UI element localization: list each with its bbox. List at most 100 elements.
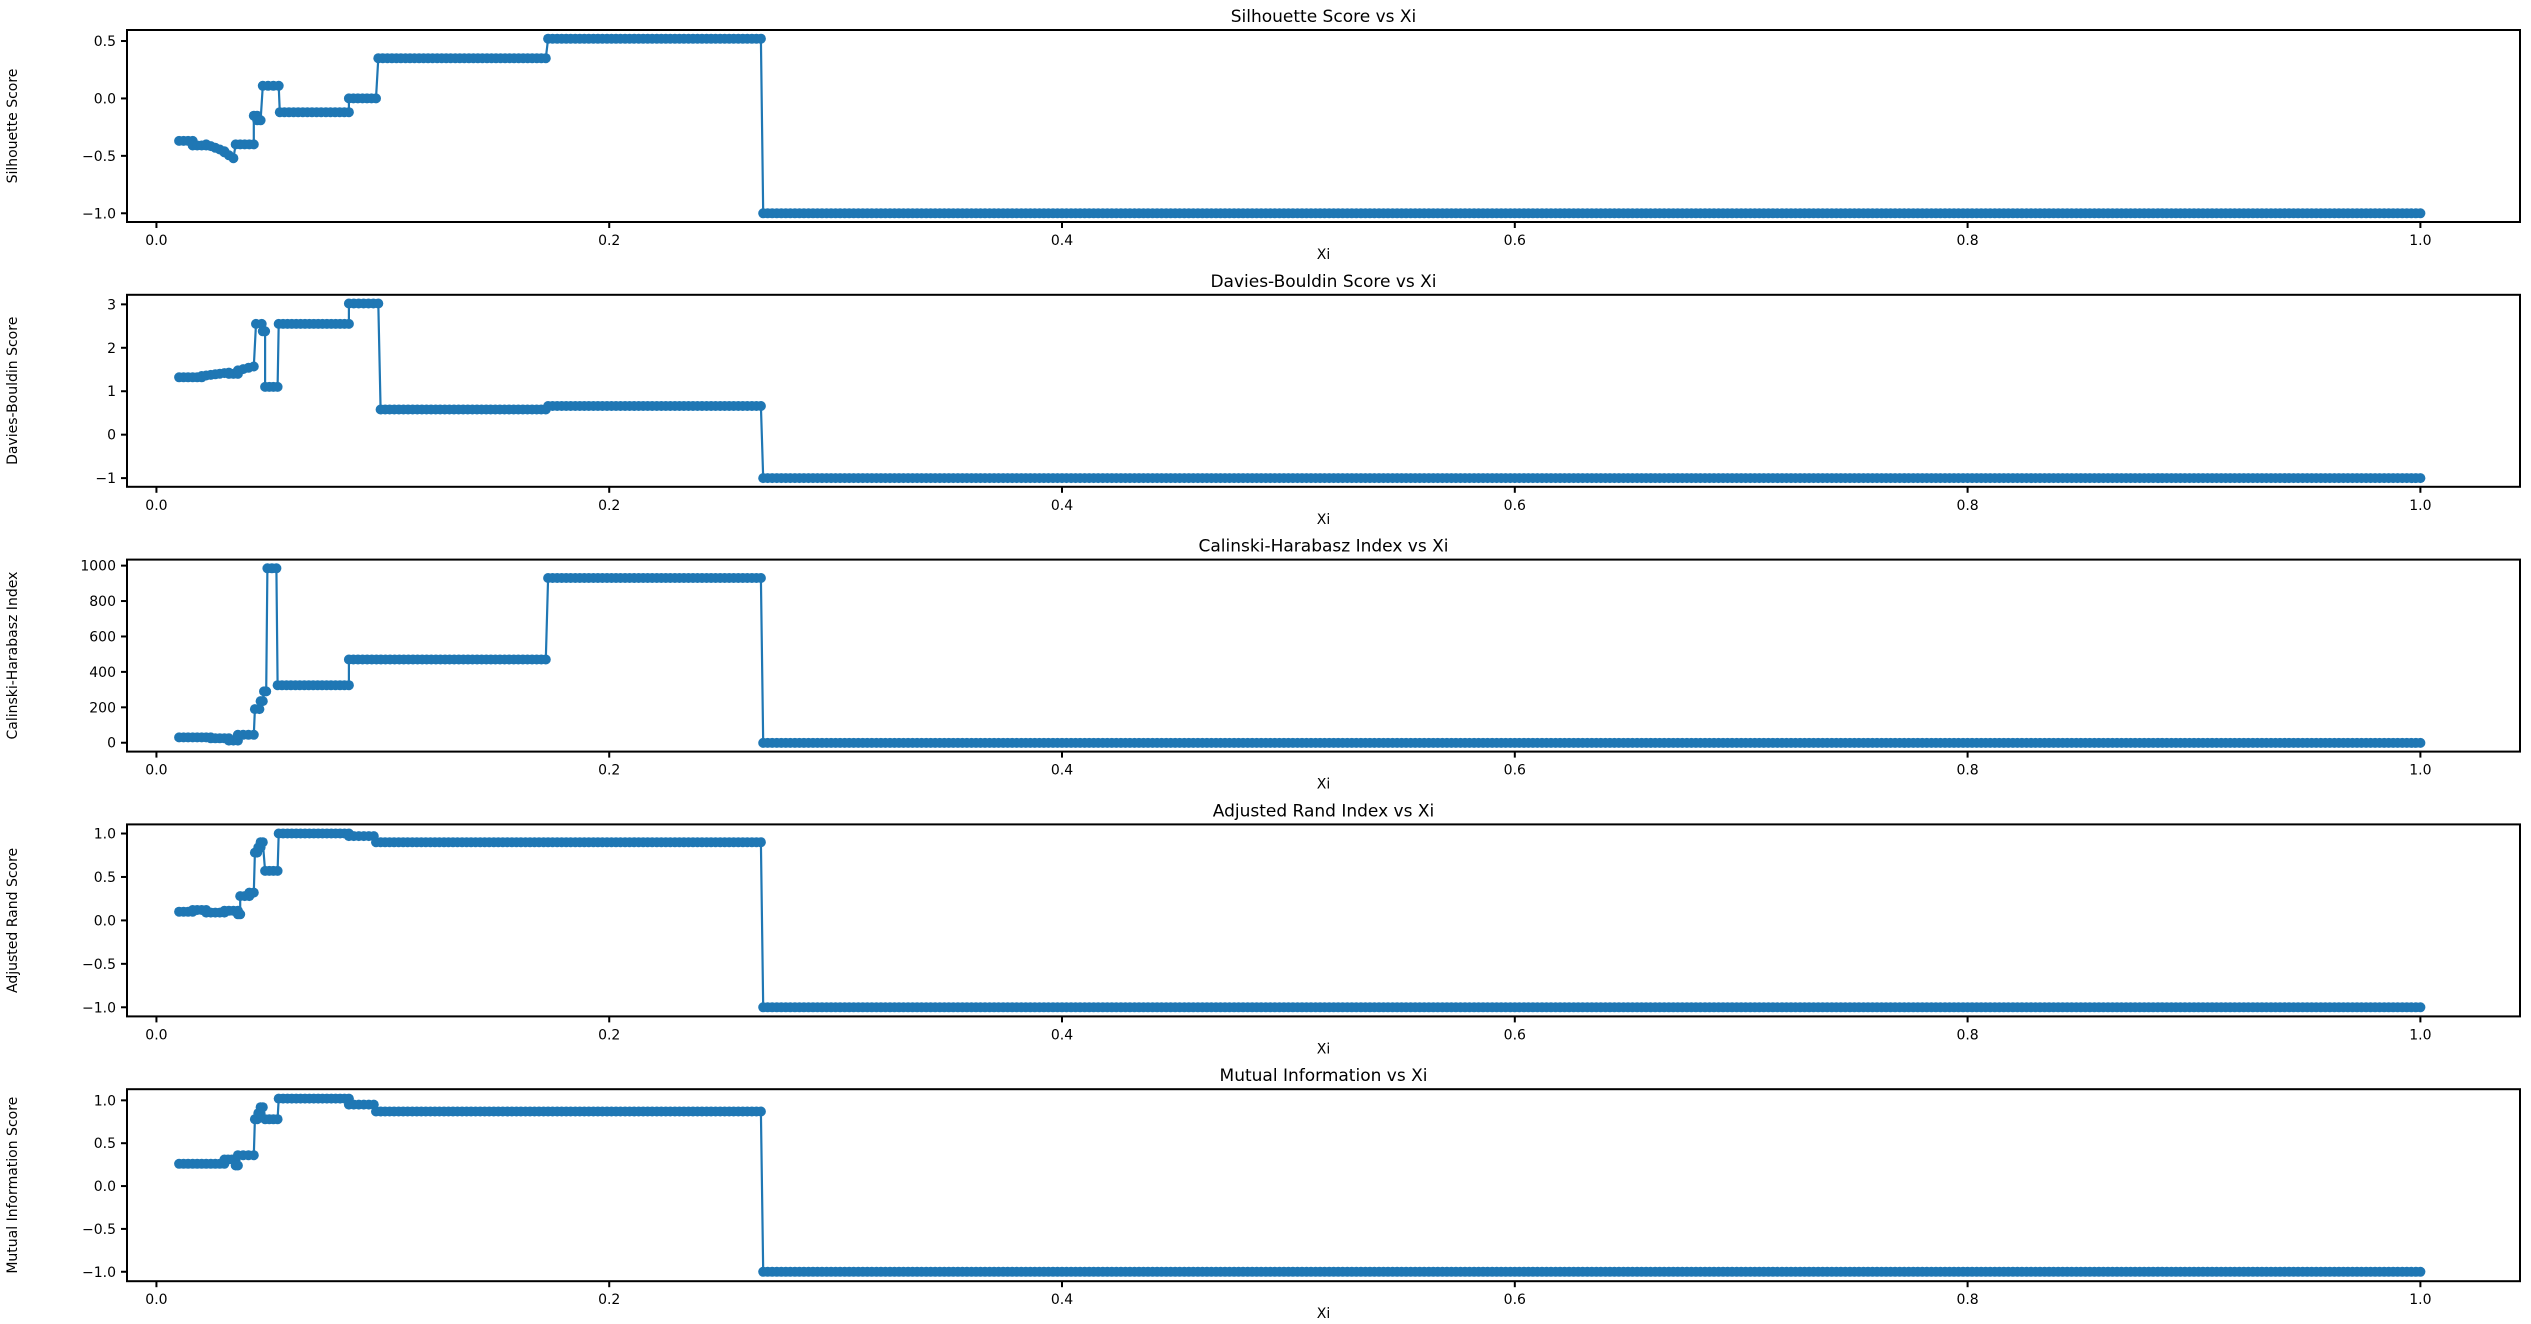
- plot-area: [126, 1088, 2521, 1283]
- chart-title: Mutual Information vs Xi: [1220, 1066, 1428, 1086]
- data-point: [254, 704, 265, 715]
- x-tick-label: 0.0: [145, 498, 167, 514]
- chart-title: Adjusted Rand Index vs Xi: [1213, 801, 1435, 821]
- y-tick-label: 1: [107, 384, 116, 400]
- x-tick-label: 0.4: [1051, 1027, 1073, 1043]
- y-tick-label: 1.0: [94, 827, 116, 843]
- data-series-markers: [174, 563, 2426, 748]
- data-point: [248, 1150, 259, 1161]
- x-tick-label: 0.0: [145, 763, 167, 779]
- y-tick-label: 0.5: [94, 34, 116, 50]
- data-series-line: [179, 302, 2421, 480]
- subplot-calinski-harabasz-index-vs-xi: Calinski-Harabasz Index vs Xi Calinski-Ha…: [5, 537, 2521, 793]
- data-point: [271, 563, 282, 574]
- subplot-davies-bouldin-score-vs-xi: Davies-Bouldin Score vs Xi Davies-Bouldin…: [5, 272, 2521, 528]
- x-tick-label: 1.0: [2409, 763, 2431, 779]
- data-point: [257, 1102, 268, 1113]
- y-tick-label: 0.5: [94, 1136, 116, 1152]
- x-tick-label: 0.8: [1956, 763, 1978, 779]
- y-tick-label: −1.0: [82, 1000, 116, 1016]
- y-tick-label: 3: [107, 297, 116, 313]
- data-point: [540, 654, 551, 665]
- plot-area: [126, 558, 2521, 753]
- data-point: [343, 318, 354, 329]
- chart-title: Silhouette Score vs Xi: [1231, 7, 1417, 27]
- data-point: [2415, 737, 2426, 748]
- x-axis-label: Xi: [1317, 1041, 1330, 1057]
- x-tick-label: 1.0: [2409, 1292, 2431, 1308]
- y-tick-label: 200: [89, 700, 116, 716]
- data-point: [272, 1114, 283, 1125]
- y-axis-label: Davies-Bouldin Score: [5, 317, 21, 465]
- plot-area: [126, 823, 2521, 1018]
- subplot-silhouette-score-vs-xi: Silhouette Score vs Xi Silhouette Score 0.…: [5, 7, 2521, 263]
- data-series-markers: [174, 298, 2426, 484]
- x-axis-label: Xi: [1317, 777, 1330, 793]
- data-point: [373, 298, 384, 309]
- plot-area: [126, 293, 2521, 488]
- x-tick-label: 0.6: [1504, 1292, 1526, 1308]
- x-tick-label: 0.6: [1504, 763, 1526, 779]
- x-tick-label: 0.6: [1504, 1027, 1526, 1043]
- data-point: [755, 401, 766, 411]
- data-point: [755, 573, 766, 583]
- data-point: [755, 837, 766, 848]
- data-point: [371, 93, 381, 104]
- y-tick-label: 1.0: [94, 1093, 116, 1109]
- y-tick-label: −1.0: [82, 206, 116, 222]
- x-axis-label: Xi: [1317, 1306, 1330, 1322]
- x-tick-label: 0.2: [598, 233, 620, 249]
- data-point: [248, 361, 259, 372]
- y-tick-label: 0.0: [94, 91, 116, 107]
- x-tick-label: 0.2: [598, 1292, 620, 1308]
- y-tick-label: 0.0: [94, 1179, 116, 1195]
- data-point: [261, 686, 272, 697]
- y-tick-label: 2: [107, 341, 116, 357]
- x-tick-label: 0.6: [1504, 498, 1526, 514]
- data-point: [2415, 1002, 2426, 1013]
- y-tick-label: 600: [89, 629, 116, 645]
- x-tick-label: 0.8: [1956, 498, 1978, 514]
- y-tick-label: −1.0: [82, 1265, 116, 1281]
- y-tick-label: 800: [89, 594, 116, 610]
- y-tick-label: 1000: [80, 559, 116, 575]
- x-tick-label: 0.8: [1956, 1027, 1978, 1043]
- y-tick-label: −1: [95, 471, 116, 487]
- x-tick-label: 0.0: [145, 1027, 167, 1043]
- x-tick-label: 0.0: [145, 233, 167, 249]
- data-point: [343, 680, 354, 691]
- data-point: [343, 107, 354, 118]
- data-point: [755, 33, 766, 44]
- data-point: [272, 865, 283, 876]
- data-point: [248, 139, 259, 150]
- x-axis-label: Xi: [1317, 512, 1330, 528]
- data-point: [755, 1106, 766, 1117]
- x-tick-label: 0.2: [598, 498, 620, 514]
- data-series-markers: [174, 828, 2426, 1013]
- data-series-markers: [174, 33, 2426, 219]
- y-axis-label: Adjusted Rand Score: [5, 848, 21, 993]
- x-tick-label: 0.6: [1504, 233, 1526, 249]
- data-point: [2415, 208, 2426, 219]
- data-point: [2415, 1266, 2426, 1277]
- x-tick-label: 1.0: [2409, 1027, 2431, 1043]
- y-tick-label: −0.5: [82, 1222, 116, 1238]
- x-tick-label: 0.2: [598, 1027, 620, 1043]
- data-point: [232, 1160, 243, 1171]
- chart-title: Calinski-Harabasz Index vs Xi: [1199, 537, 1449, 557]
- x-tick-label: 0.2: [598, 763, 620, 779]
- data-point: [248, 729, 259, 740]
- y-tick-label: 0.5: [94, 870, 116, 886]
- data-point: [255, 115, 266, 126]
- x-tick-label: 0.4: [1051, 763, 1073, 779]
- x-tick-label: 0.8: [1956, 1292, 1978, 1308]
- data-point: [260, 326, 271, 337]
- y-tick-label: −0.5: [82, 957, 116, 973]
- x-tick-label: 0.8: [1956, 233, 1978, 249]
- subplot-adjusted-rand-index-vs-xi: Adjusted Rand Index vs Xi Adjusted Rand S…: [5, 801, 2521, 1057]
- data-series-markers: [174, 1093, 2426, 1277]
- x-tick-label: 1.0: [2409, 498, 2431, 514]
- data-point: [272, 381, 283, 392]
